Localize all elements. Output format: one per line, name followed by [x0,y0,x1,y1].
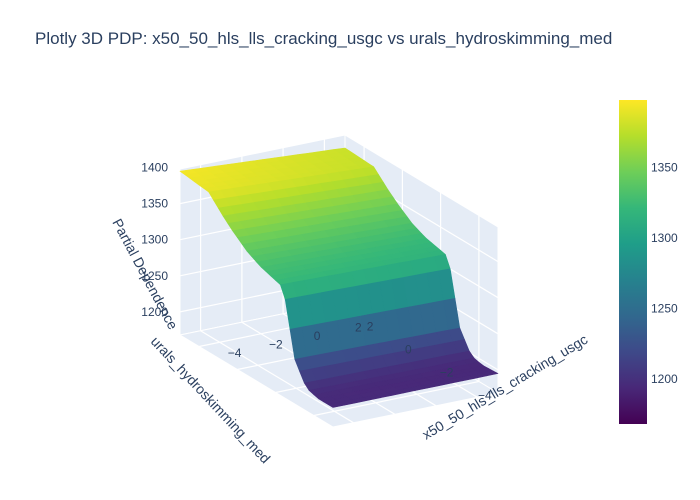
y-gridline [200,164,354,424]
y-tick-label: 2 [355,320,362,334]
colorbar-tick-label: 1200 [651,372,678,386]
colorbar [619,100,647,424]
colorbar-tick-label: 1250 [651,302,678,316]
z-tick-label: 1200 [141,305,168,319]
z-tick-label: 1300 [141,233,168,247]
z-tick-label: 1250 [141,269,168,283]
x-gridline [313,215,480,417]
chart-title: Plotly 3D PDP: x50_50_hls_lls_cracking_u… [35,29,613,48]
surface-cell [327,401,346,408]
z-gridline [179,132,499,227]
x-tick-label: 0 [405,343,412,357]
y-tick-label: 0 [314,329,321,343]
z-tick-label: 1400 [141,161,168,175]
x-tick-label: −4 [478,389,492,403]
x-tick-label: −2 [440,366,454,380]
y-tick-label: −2 [269,337,283,351]
colorbar-tick-label: 1350 [651,161,678,175]
y-tick-label: −4 [228,346,242,360]
z-tick-label: 1350 [141,197,168,211]
colorbar-tick-label: 1300 [651,231,678,245]
x-tick-label: 2 [367,320,374,334]
